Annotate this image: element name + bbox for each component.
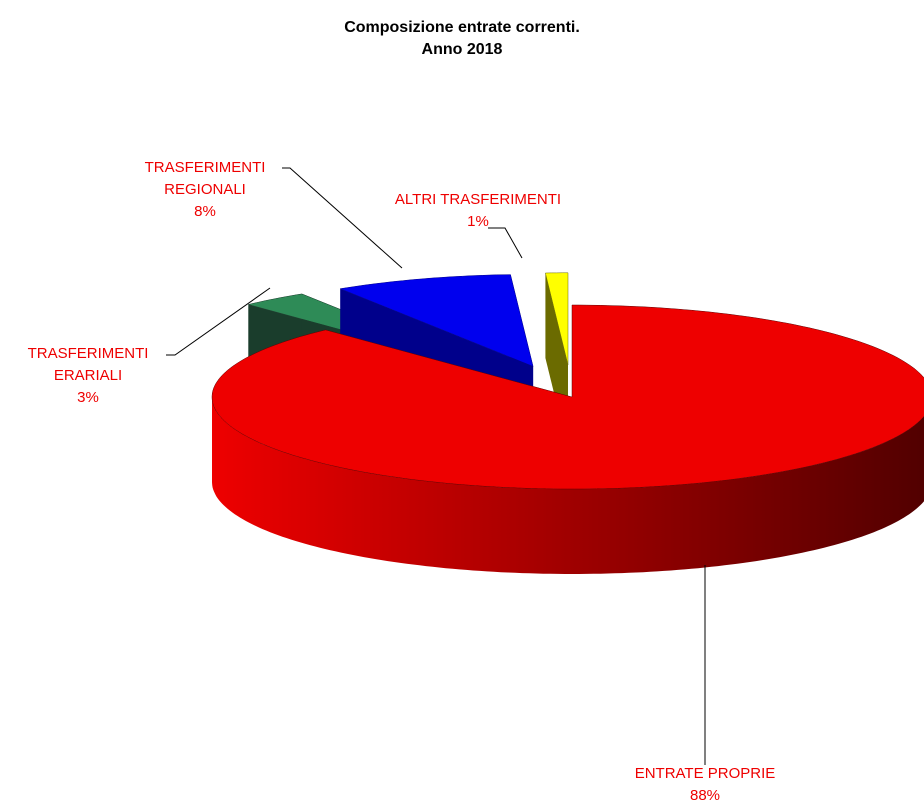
leader-line	[488, 227, 523, 259]
chart-title: Composizione entrate correnti.	[344, 19, 580, 36]
value-label: 1%	[467, 213, 489, 230]
slice	[339, 274, 534, 367]
slice-label: TRASFERIMENTI REGIONALI	[145, 159, 266, 198]
value-label: 3%	[77, 389, 99, 406]
slice-label: ENTRATE PROPRIE	[635, 765, 776, 782]
slice-label: ALTRI TRASFERIMENTI	[395, 191, 561, 208]
leader-line	[282, 167, 403, 269]
value-label: 8%	[194, 203, 216, 220]
slice	[211, 304, 924, 490]
chart-title: Anno 2018	[422, 41, 503, 58]
slice-side	[212, 397, 924, 574]
value-label: 88%	[690, 787, 720, 800]
slice-label: TRASFERIMENTI ERARIALI	[28, 345, 149, 384]
slice	[545, 272, 569, 365]
leader-line	[166, 287, 271, 356]
